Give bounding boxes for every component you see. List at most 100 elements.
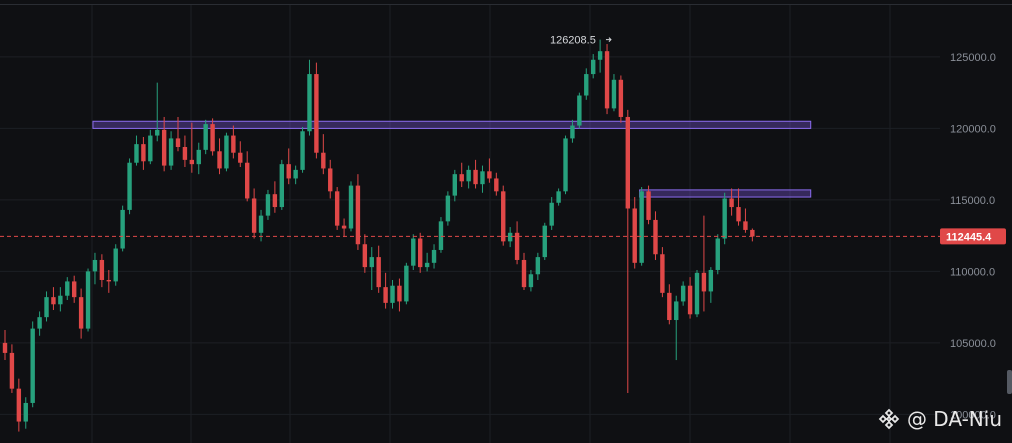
- candle-body: [459, 174, 464, 182]
- candle: [265, 189, 271, 220]
- high-price-arrowhead: [608, 37, 612, 42]
- candle-body: [604, 51, 610, 109]
- candle-body: [376, 257, 381, 288]
- candle-body: [694, 272, 700, 315]
- candle-body: [334, 191, 340, 226]
- candle-body: [480, 171, 485, 185]
- candle: [473, 159, 478, 189]
- candle-body: [687, 285, 693, 315]
- candle-body: [127, 162, 132, 210]
- candle-body: [487, 171, 492, 179]
- current-price-tag: 112445.4: [940, 228, 1006, 245]
- candle-body: [182, 146, 188, 160]
- candle: [521, 252, 527, 290]
- candle: [92, 252, 98, 285]
- candle: [418, 232, 423, 273]
- candle-body: [72, 281, 77, 298]
- candle-body: [667, 292, 672, 321]
- candle: [376, 245, 381, 293]
- candle-body: [279, 164, 284, 208]
- candle-body: [341, 225, 347, 229]
- candle: [175, 116, 181, 152]
- candle-body: [258, 215, 264, 233]
- candle-body: [203, 124, 208, 150]
- candle: [9, 344, 15, 393]
- candle: [466, 165, 471, 189]
- resistance-zone: [92, 120, 812, 129]
- candle: [196, 142, 201, 175]
- candle: [224, 132, 229, 172]
- candle: [549, 197, 554, 230]
- candle: [51, 287, 56, 311]
- watermark-text: @ DA-Niu: [906, 407, 1002, 431]
- candle: [279, 159, 284, 210]
- candle-body: [65, 281, 70, 296]
- candle: [618, 75, 624, 123]
- candle-body: [556, 191, 561, 203]
- candle-body: [148, 135, 153, 162]
- candle: [563, 135, 568, 195]
- high-annotation: 126208.5: [550, 35, 612, 47]
- candle: [127, 158, 132, 215]
- candle-body: [597, 51, 603, 60]
- candle: [148, 129, 153, 165]
- candle: [328, 159, 333, 199]
- binance-logo-icon: [878, 408, 900, 430]
- candle: [44, 291, 49, 322]
- candle-body: [196, 149, 201, 165]
- candle: [120, 205, 125, 252]
- candle-body: [466, 169, 471, 182]
- candle-body: [2, 342, 8, 353]
- candle-body: [265, 194, 271, 216]
- axis-scroll-handle[interactable]: [1007, 370, 1012, 394]
- candle: [632, 197, 637, 269]
- grid: [0, 4, 1012, 443]
- candle-body: [729, 198, 734, 208]
- candle: [584, 68, 589, 100]
- candle: [507, 227, 513, 248]
- y-tick-label: 110000.0: [950, 266, 995, 278]
- candle-body: [99, 259, 105, 280]
- candle: [383, 272, 388, 309]
- candle-body: [625, 116, 630, 209]
- candle: [334, 187, 340, 230]
- candle: [155, 82, 160, 142]
- candle: [708, 267, 714, 303]
- candle: [424, 252, 430, 272]
- price-axis[interactable]: 100000.0 105000.0 110000.0 115000.0 120000.0…: [950, 52, 996, 421]
- candle-body: [106, 279, 111, 282]
- candle-body: [217, 151, 222, 169]
- candle-body: [418, 238, 423, 268]
- candle-body: [507, 232, 513, 242]
- candle-body: [701, 272, 707, 292]
- candle-body: [424, 262, 430, 268]
- candle: [653, 211, 658, 260]
- candle-body: [245, 162, 250, 199]
- candle-body: [577, 95, 582, 126]
- candle: [591, 54, 596, 79]
- candle-body: [307, 74, 312, 132]
- candle-body: [514, 232, 520, 260]
- candle: [542, 222, 547, 260]
- candle-body: [328, 168, 333, 192]
- candle-body: [58, 295, 63, 305]
- candle: [65, 277, 70, 301]
- candle-body: [161, 129, 167, 166]
- candle: [238, 141, 243, 168]
- candle-body: [293, 169, 298, 179]
- candle-body: [535, 257, 541, 275]
- y-tick-label: 120000.0: [950, 123, 996, 135]
- candle-body: [660, 254, 665, 293]
- candle: [570, 119, 575, 143]
- candle: [362, 234, 368, 273]
- candle: [694, 269, 700, 318]
- candle-body: [563, 138, 568, 192]
- candle-body: [639, 191, 644, 263]
- candle-body: [750, 229, 755, 237]
- candle-body: [224, 135, 229, 169]
- candle: [134, 135, 139, 166]
- candle-body: [355, 185, 361, 245]
- candle: [314, 62, 319, 159]
- candle: [687, 277, 693, 319]
